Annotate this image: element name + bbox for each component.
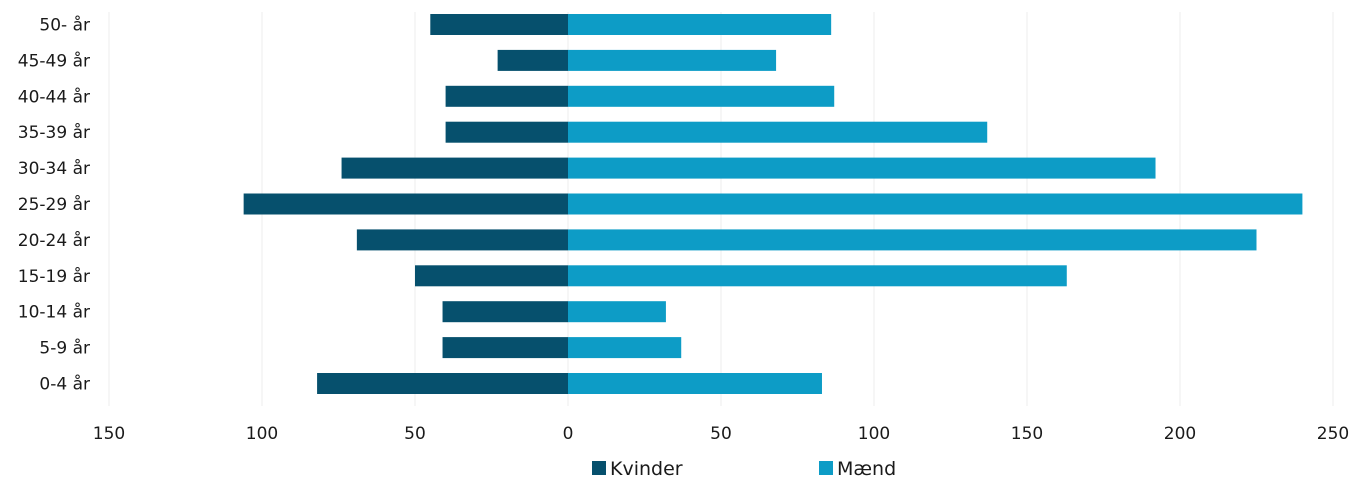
bar-kvinder [415,265,568,287]
y-category-label: 15-19 år [18,266,90,287]
x-axis-labels: 150 100 50 0 50 100 150 200 250 [93,424,1349,444]
bar-kvinder [442,301,568,323]
x-tick-label: 50 [710,424,732,444]
legend-swatch-kvinder [592,461,606,475]
x-tick-label: 50 [404,424,426,444]
y-category-label: 45-49 år [18,50,90,71]
bar-kvinder [317,373,568,394]
bar-maend [568,193,1303,215]
bars [243,14,1303,394]
bar-maend [568,121,988,143]
bar-maend [568,49,777,71]
x-tick-label: 0 [563,424,574,444]
y-category-label: 30-34 år [18,158,90,179]
x-tick-label: 150 [1011,424,1043,444]
y-category-label: 5-9 år [39,338,90,359]
bar-maend [568,265,1067,287]
bar-maend [568,85,835,107]
bar-kvinder [341,157,568,179]
x-tick-label: 100 [246,424,278,444]
bar-maend [568,157,1156,179]
bar-maend [568,14,832,35]
y-category-label: 10-14 år [18,302,90,323]
bar-maend [568,337,682,359]
x-tick-label: 250 [1317,424,1349,444]
bar-kvinder [356,229,568,251]
bar-kvinder [497,49,568,71]
y-category-label: 40-44 år [18,86,90,107]
legend-swatch-maend [819,461,833,475]
x-tick-label: 150 [93,424,125,444]
y-category-label: 25-29 år [18,194,90,215]
x-tick-label: 100 [858,424,890,444]
bar-kvinder [442,337,568,359]
y-category-label: 50- år [39,15,90,36]
bar-maend [568,373,822,394]
bar-kvinder [445,85,568,107]
bar-maend [568,301,666,323]
y-category-label: 0-4 år [39,374,90,395]
legend: Kvinder Mænd [592,458,896,478]
y-category-label: 20-24 år [18,230,90,251]
legend-label-kvinder: Kvinder [610,458,683,478]
legend-label-maend: Mænd [837,458,896,478]
bar-kvinder [430,14,568,35]
bar-maend [568,229,1257,251]
bar-kvinder [243,193,568,215]
y-axis-labels: 50- år 45-49 år 40-44 år 35-39 år 30-34 år 25… [18,15,90,395]
x-tick-label: 200 [1164,424,1196,444]
bar-kvinder [445,121,568,143]
y-category-label: 35-39 år [18,122,90,143]
